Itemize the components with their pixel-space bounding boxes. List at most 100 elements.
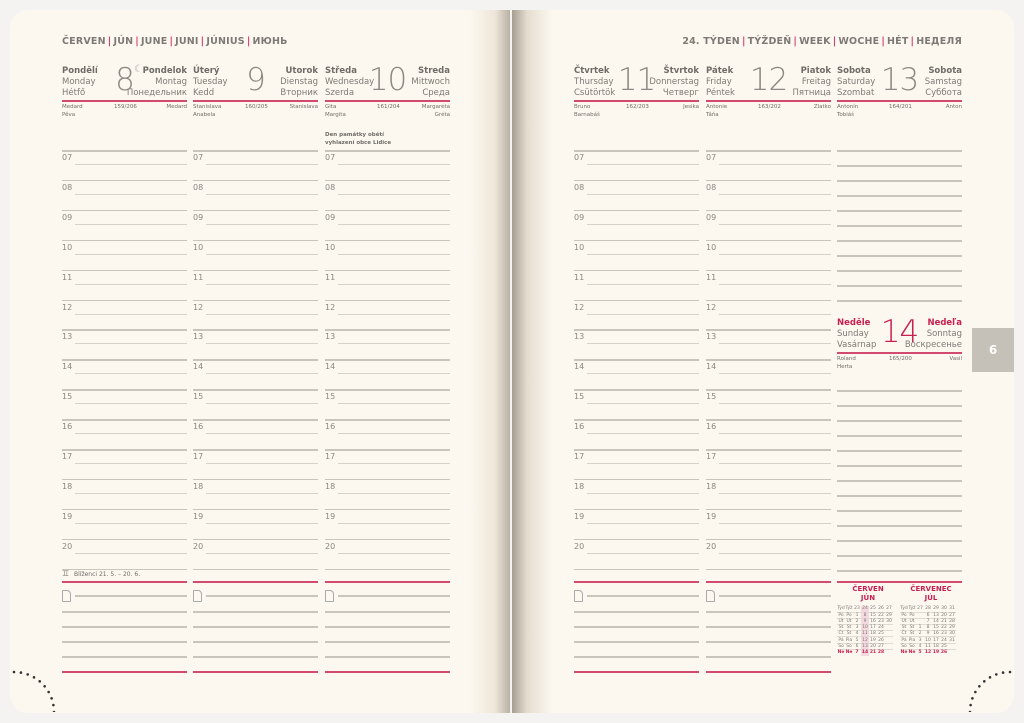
day-column[interactable]: Sobota Saturday Szombat Sobota Samstag Суббот… xyxy=(837,62,962,686)
hour-line xyxy=(193,150,318,152)
hour-line xyxy=(193,299,318,301)
calendar-cell: 27 xyxy=(878,643,884,649)
month-tab[interactable]: 6 xyxy=(972,328,1014,372)
day-name-de: Montag xyxy=(155,77,187,87)
calendar-cell: So xyxy=(901,643,907,649)
hour-line xyxy=(706,329,831,331)
half-hour-line xyxy=(206,433,318,435)
week-label-item: TÝŽDEŇ xyxy=(747,36,792,47)
hour-line xyxy=(325,508,450,511)
note-line xyxy=(837,480,962,482)
hour-line xyxy=(706,150,831,152)
week-number: 23 xyxy=(854,606,860,612)
day-names-right: Piatok Freitag Пятница xyxy=(792,66,831,99)
day-row: Čt Št 2 9 16 23 30 xyxy=(900,630,956,637)
half-hour-line xyxy=(206,313,318,315)
day-column[interactable]: Čtvrtek Thursday Csütörtök Štvrtok Donnersta… xyxy=(574,62,699,686)
header-divider xyxy=(837,100,962,102)
notes-divider xyxy=(574,581,699,583)
day-row: Út Ut 2 9 16 23 30 xyxy=(837,618,893,625)
calendar-cell: 11 xyxy=(861,630,869,637)
day-name-hu: Hétfő xyxy=(62,88,86,98)
day-name-sk: Sobota xyxy=(928,66,962,76)
calendar-cell: Pia xyxy=(908,637,916,643)
calendar-cell: So xyxy=(846,643,852,649)
calendar-cell: 18 xyxy=(933,643,939,649)
hour-line xyxy=(574,179,699,182)
half-hour-line xyxy=(206,552,318,554)
half-hour-line xyxy=(719,403,831,405)
hour-label: 13 xyxy=(706,332,717,342)
calendar-cell: 31 xyxy=(949,637,955,643)
day-column[interactable]: Úterý Tuesday Kedd Utorok Dienstag Вторник 9 St… xyxy=(193,62,318,686)
day-column[interactable]: Pondělí Monday Hétfő Pondelok Montag Понедель… xyxy=(62,62,187,686)
calendar-cell: Ne xyxy=(837,650,845,656)
half-hour-line xyxy=(719,283,831,285)
half-hour-line xyxy=(587,522,699,524)
half-hour-line xyxy=(75,552,187,554)
day-name-ru: Среда xyxy=(422,88,450,98)
hour-line xyxy=(193,508,318,511)
note-line xyxy=(837,210,962,212)
calendar-cell: 29 xyxy=(949,625,955,631)
calendar-cell: 23 xyxy=(878,618,884,624)
hour-label: 19 xyxy=(193,511,204,521)
calendar-cell: 30 xyxy=(886,618,892,624)
day-name-de: Freitag xyxy=(801,77,831,87)
hour-label: 19 xyxy=(325,511,336,521)
hour-label: 19 xyxy=(574,511,585,521)
half-hour-line xyxy=(587,343,699,345)
calendar-cell: Ne xyxy=(908,650,916,656)
note-line xyxy=(325,656,450,658)
calendar-cell: Po xyxy=(846,612,852,618)
note-line xyxy=(837,180,962,182)
hour-line xyxy=(325,299,450,301)
hour-label: 18 xyxy=(574,481,585,491)
hour-line xyxy=(62,478,187,481)
day-names-left: Sobota Saturday Szombat xyxy=(837,66,875,99)
note-line xyxy=(837,555,962,557)
day-column[interactable]: Středa Wednesday Szerda Streda Mittwoch Среда… xyxy=(325,62,450,686)
half-hour-line xyxy=(75,403,187,405)
note-line xyxy=(837,195,962,197)
calendar-cell: 12 xyxy=(861,636,869,644)
week-label-item: WEEK xyxy=(799,36,831,47)
calendar-cell: 14 xyxy=(861,649,869,656)
week-label-item: 24. TÝDEN xyxy=(682,36,740,47)
hour-label: 18 xyxy=(325,481,336,491)
half-hour-line xyxy=(719,433,831,435)
header-divider xyxy=(574,100,699,102)
note-line xyxy=(193,611,318,613)
names-left: Roland Herta xyxy=(837,356,856,370)
day-column[interactable]: Pátek Friday Péntek Piatok Freitag Пятница 12 A… xyxy=(706,62,831,686)
hour-label: 14 xyxy=(193,362,204,372)
separator: | xyxy=(832,36,837,47)
corner-dot xyxy=(43,684,46,688)
hour-label: 08 xyxy=(193,182,204,192)
day-row: Ne Ne 5 12 19 26 xyxy=(900,649,956,655)
hour-label: 08 xyxy=(325,182,336,192)
calendar-cell: 29 xyxy=(886,612,892,618)
hour-label: 10 xyxy=(574,242,585,252)
calendar-cell: 26 xyxy=(940,650,948,656)
calendar-cell: Pá xyxy=(838,637,844,643)
note-icon xyxy=(193,590,202,602)
day-name-sk: Nedeľa xyxy=(927,318,962,328)
hour-line xyxy=(574,508,699,511)
day-name-de: Mittwoch xyxy=(411,77,450,87)
day-names-right: Nedeľa Sonntag Воскресенье xyxy=(905,318,962,351)
week-row: Týd Týž 23 24 25 26 27 xyxy=(837,606,893,613)
day-row: Po Po 1 8 15 22 29 xyxy=(837,612,893,619)
corner-dot xyxy=(26,673,29,676)
corner-dot xyxy=(19,671,23,674)
names-right: Margaréta Gréta xyxy=(421,104,450,118)
note-line xyxy=(706,641,831,643)
calendar-cell: 26 xyxy=(878,637,884,643)
separator: | xyxy=(793,36,798,47)
day-name-sk: Štvrtok xyxy=(663,66,699,76)
month-name-item: JUNE xyxy=(140,36,168,47)
week-row: Týd Týž 27 28 29 30 31 xyxy=(900,606,956,612)
half-hour-line xyxy=(206,522,318,524)
half-hour-line xyxy=(75,253,187,255)
corner-dot xyxy=(50,697,53,700)
